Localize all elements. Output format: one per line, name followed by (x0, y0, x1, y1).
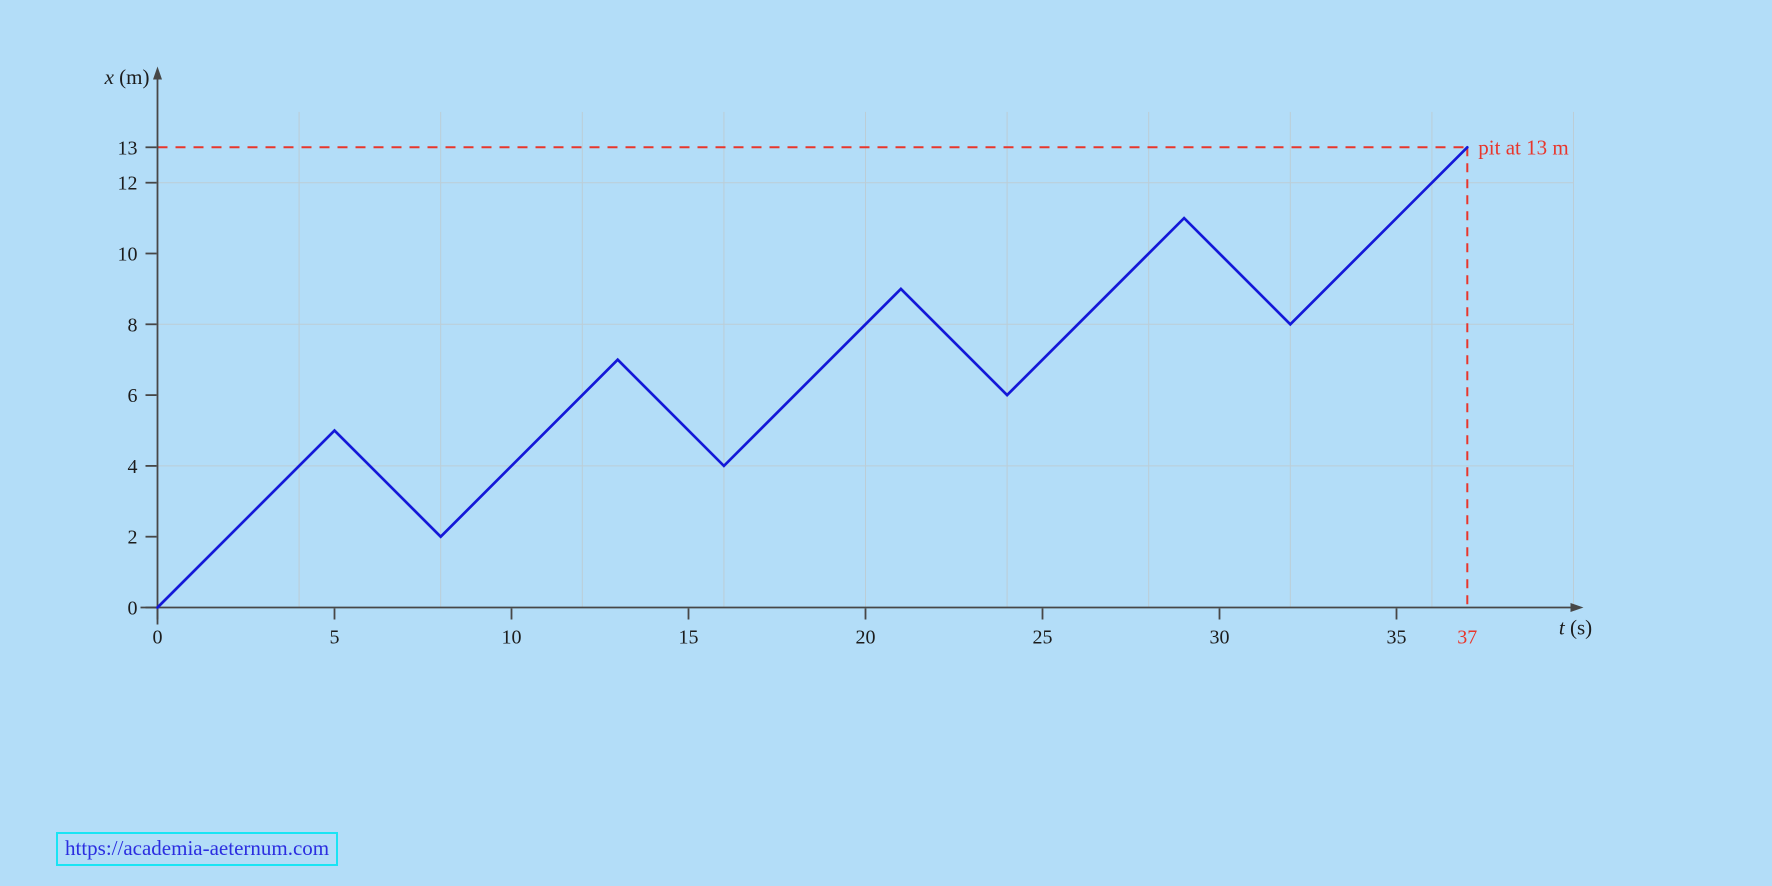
x-tick-label: 20 (856, 627, 876, 649)
y-axis-label: x (m) (104, 65, 150, 89)
source-url-link[interactable]: https://academia-aeternum.com (56, 832, 339, 866)
y-tick-label: 8 (128, 314, 138, 336)
y-tick-label: 2 (128, 527, 138, 549)
x-tick-label: 0 (153, 627, 163, 649)
reach-time-label: 37 (1457, 627, 1477, 649)
x-tick-label: 30 (1210, 627, 1230, 649)
y-axis-arrow (153, 66, 162, 80)
y-tick-label: 0 (128, 598, 138, 620)
x-tick-label: 25 (1033, 627, 1053, 649)
x-axis-label: t (s) (1559, 616, 1592, 640)
position-line (156, 145, 1469, 609)
y-tick-label: 10 (118, 244, 138, 266)
y-tick-label: 12 (118, 173, 138, 195)
x-axis-arrow (1570, 603, 1584, 612)
y-tick-label: 13 (118, 137, 138, 159)
y-tick-label: 4 (128, 456, 138, 478)
pit-label: pit at 13 m (1478, 135, 1568, 159)
y-tick-label: 6 (128, 385, 138, 407)
x-tick-label: 5 (330, 627, 340, 649)
x-tick-label: 10 (502, 627, 522, 649)
x-tick-label: 35 (1387, 627, 1407, 649)
x-tick-label: 15 (679, 627, 699, 649)
